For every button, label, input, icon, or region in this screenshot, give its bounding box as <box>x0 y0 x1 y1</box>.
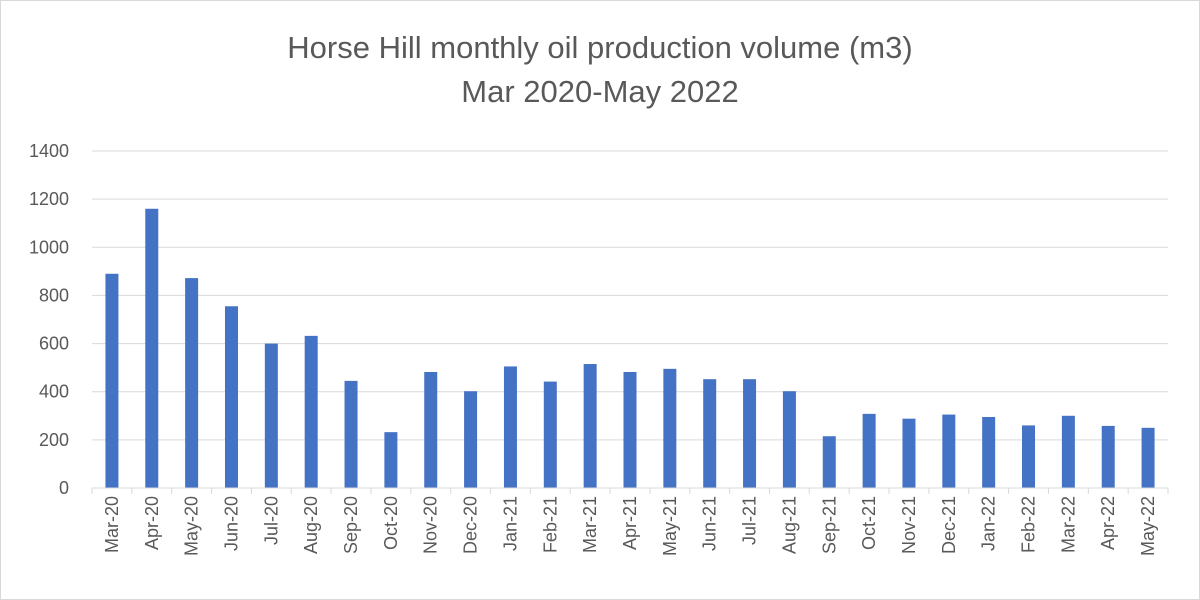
bar <box>1061 415 1075 488</box>
x-tick-label: Oct-21 <box>859 496 879 550</box>
bar <box>743 379 757 488</box>
x-tick-label: Jan-22 <box>979 496 999 551</box>
bar <box>1141 427 1155 488</box>
x-tick-label: Sep-20 <box>341 496 361 554</box>
x-tick-label: Nov-21 <box>899 496 919 554</box>
y-axis-ticks: 0 200 400 600 800 1000 1200 1400 <box>29 141 69 498</box>
x-tick-label: Jul-21 <box>740 496 760 545</box>
x-tick-label: Apr-22 <box>1098 496 1118 550</box>
bar <box>264 343 278 488</box>
x-tick-label: Aug-21 <box>779 496 799 554</box>
bar <box>982 416 996 488</box>
bar <box>185 278 199 488</box>
bar <box>304 335 318 488</box>
x-tick-label: May-22 <box>1138 496 1158 556</box>
x-tick-label: Jun-20 <box>221 496 241 551</box>
x-axis <box>91 487 1169 494</box>
bar <box>703 379 717 488</box>
x-tick-label: Sep-21 <box>819 496 839 554</box>
bars <box>105 208 1155 488</box>
x-tick-label: Dec-20 <box>461 496 481 554</box>
x-tick-label: Jan-21 <box>500 496 520 551</box>
chart-subtitle-line: Mar 2020-May 2022 <box>461 74 739 109</box>
y-tick-label: 1400 <box>29 141 69 161</box>
bar <box>464 391 478 488</box>
y-tick-label: 1000 <box>29 237 69 257</box>
x-tick-label: May-21 <box>660 496 680 556</box>
y-tick-label: 1200 <box>29 189 69 209</box>
y-tick-label: 800 <box>39 285 69 305</box>
bar <box>902 418 916 488</box>
bar <box>623 371 637 488</box>
bar <box>1022 425 1036 488</box>
bar <box>543 381 557 488</box>
x-tick-label: Apr-20 <box>142 496 162 550</box>
bar <box>782 391 796 488</box>
x-tick-label: Feb-22 <box>1019 496 1039 553</box>
x-axis-ticks: Mar-20 Apr-20 May-20 Jun-20 Jul-20 Aug-20 Sep-… <box>102 496 1158 556</box>
x-tick-label: Apr-21 <box>620 496 640 550</box>
bar <box>384 432 398 488</box>
x-tick-label: Oct-20 <box>381 496 401 550</box>
x-tick-label: Mar-20 <box>102 496 122 553</box>
x-tick-label: Jul-20 <box>261 496 281 545</box>
bar <box>224 306 238 488</box>
x-tick-label: Dec-21 <box>939 496 959 554</box>
x-tick-label: Aug-20 <box>301 496 321 554</box>
chart-title: Horse Hill monthly oil production volume… <box>0 26 1200 114</box>
y-tick-label: 200 <box>39 430 69 450</box>
x-tick-label: Mar-21 <box>580 496 600 553</box>
x-tick-label: Mar-22 <box>1058 496 1078 553</box>
bar <box>862 413 876 488</box>
bar <box>822 436 836 488</box>
bar <box>583 364 597 488</box>
bar <box>942 414 956 488</box>
x-tick-label: May-20 <box>182 496 202 556</box>
bar <box>503 366 517 488</box>
bar <box>145 208 159 488</box>
bar <box>105 273 119 488</box>
bar <box>1101 425 1115 488</box>
bar <box>663 368 677 488</box>
x-tick-label: Nov-20 <box>421 496 441 554</box>
x-tick-label: Jun-21 <box>700 496 720 551</box>
bar <box>424 371 438 488</box>
x-tick-label: Feb-21 <box>540 496 560 553</box>
y-tick-label: 0 <box>59 478 69 498</box>
chart-title-line: Horse Hill monthly oil production volume… <box>287 30 913 65</box>
y-tick-label: 400 <box>39 382 69 402</box>
bar <box>344 380 358 488</box>
y-tick-label: 600 <box>39 334 69 354</box>
